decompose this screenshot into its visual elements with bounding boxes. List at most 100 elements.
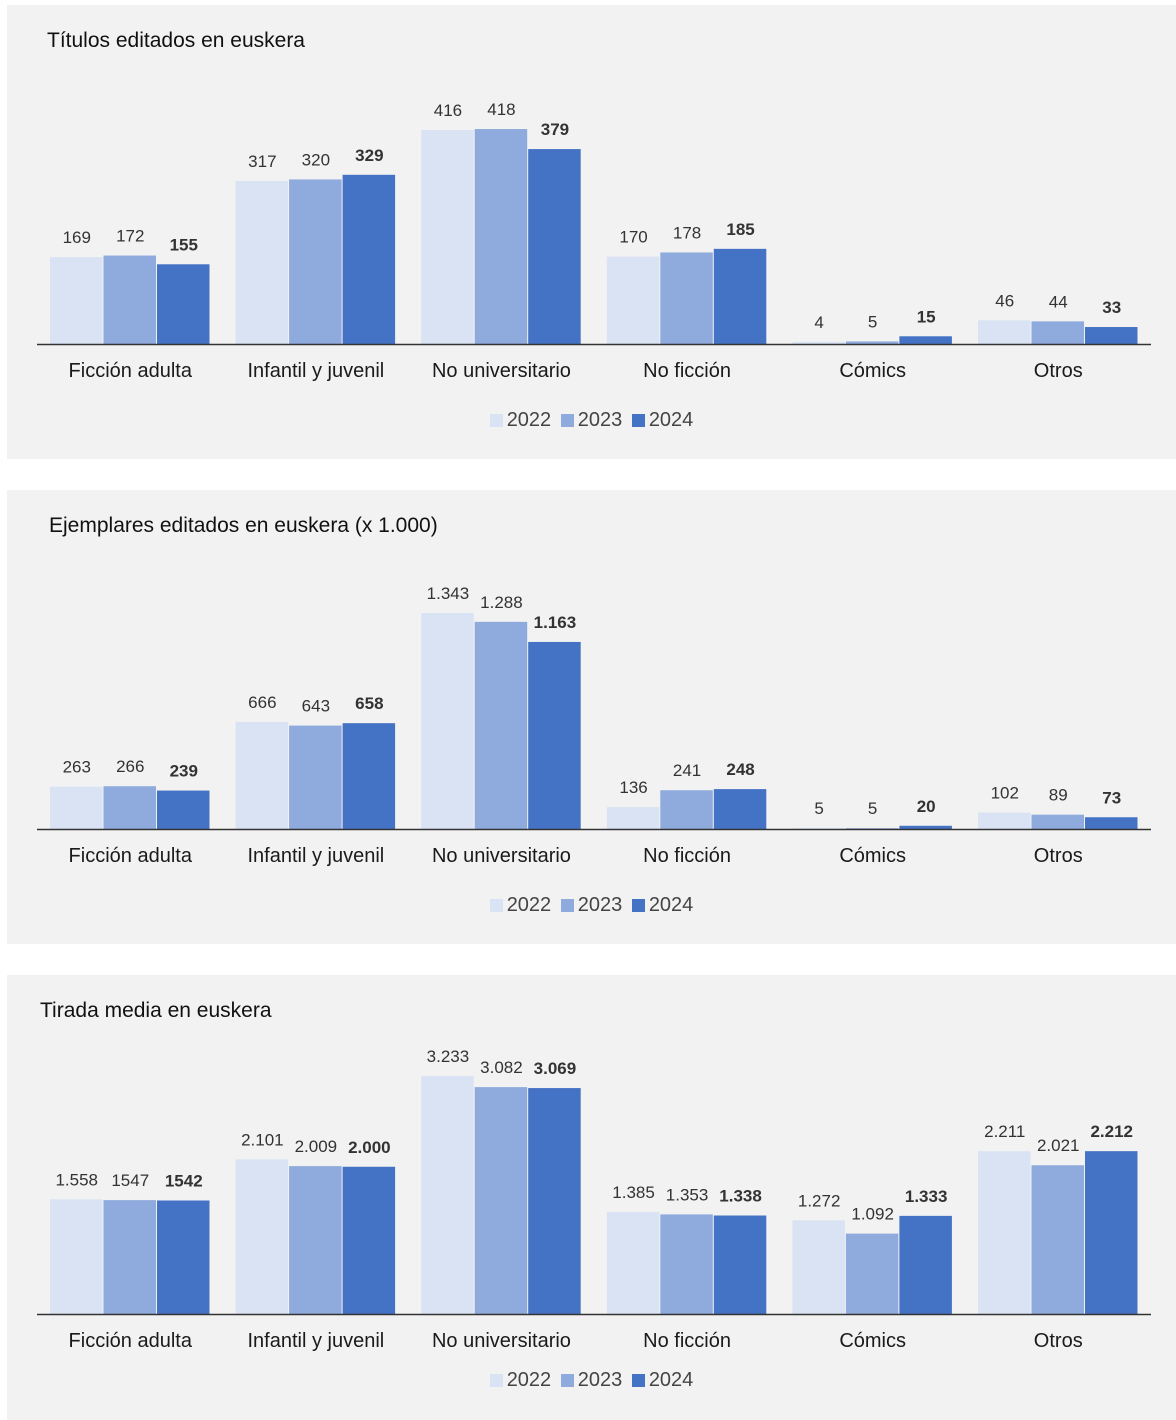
data-label: 5 <box>868 312 877 331</box>
category-label: Otros <box>1034 360 1083 382</box>
chart-title: Títulos editados en euskera <box>47 29 305 52</box>
data-label: 418 <box>487 100 515 119</box>
legend-item-2023: 2023 <box>560 894 623 917</box>
legend-label: 2022 <box>506 894 552 916</box>
bar-2024 <box>342 174 396 344</box>
data-label: 2.101 <box>241 1130 284 1149</box>
category-label: No universitario <box>432 1330 571 1352</box>
category-label: Otros <box>1034 845 1083 867</box>
category-label: Cómics <box>839 360 906 382</box>
bar-2022 <box>606 1212 660 1314</box>
data-label: 329 <box>355 146 383 165</box>
data-label: 239 <box>170 762 198 781</box>
data-label: 1.333 <box>905 1187 948 1206</box>
data-label: 1.092 <box>851 1205 894 1224</box>
data-label: 172 <box>116 227 144 246</box>
bar-2024 <box>342 723 396 829</box>
data-label: 643 <box>302 697 330 716</box>
legend-swatch <box>631 1374 645 1387</box>
bar-2024 <box>157 264 210 344</box>
bar-2024 <box>899 825 952 829</box>
category-label: Infantil y juvenil <box>247 1330 384 1352</box>
bar-2022 <box>50 1199 103 1314</box>
bar-2022 <box>792 341 845 344</box>
bar-2024 <box>157 1200 210 1314</box>
data-label: 1.163 <box>534 613 577 632</box>
legend-item-2023: 2023 <box>560 409 623 432</box>
bar-2023 <box>660 1214 713 1314</box>
legend-label: 2024 <box>648 1369 694 1391</box>
data-label: 3.233 <box>427 1047 470 1066</box>
bar-2022 <box>792 828 845 829</box>
bar-2022 <box>235 1159 289 1314</box>
data-label: 1.343 <box>427 584 470 603</box>
data-label: 1.338 <box>719 1187 762 1206</box>
bar-2024 <box>528 1088 581 1314</box>
data-label: 169 <box>63 228 91 247</box>
category-label: Cómics <box>839 845 906 867</box>
legend-swatch <box>631 414 645 427</box>
chart-panel-tirada-media: Tirada media en euskera 1.558 1547 1542 Fic… <box>7 975 1176 1420</box>
bar-2023 <box>845 828 899 829</box>
bar-2024 <box>713 1215 767 1314</box>
category-label: No ficción <box>643 1330 731 1352</box>
bar-2023 <box>660 252 713 344</box>
bar-2023 <box>1031 1165 1084 1314</box>
legend-label: 2023 <box>577 894 623 916</box>
data-label: 5 <box>868 799 877 818</box>
data-label: 3.082 <box>480 1058 523 1077</box>
category-label: Cómics <box>839 1330 906 1352</box>
data-label: 1.558 <box>55 1170 98 1189</box>
bar-2023 <box>474 129 528 344</box>
bar-2024 <box>1085 1151 1138 1314</box>
bar-2024 <box>899 1215 952 1314</box>
data-label: 1542 <box>165 1171 203 1190</box>
bar-2024 <box>1085 327 1138 344</box>
data-label: 2.212 <box>1090 1122 1133 1141</box>
bar-2024 <box>342 1166 396 1314</box>
data-label: 1.385 <box>612 1183 655 1202</box>
category-label: Otros <box>1034 1330 1083 1352</box>
data-label: 3.069 <box>534 1059 577 1078</box>
data-label: 178 <box>673 223 701 242</box>
bar-2023 <box>660 790 713 829</box>
bar-2024 <box>528 641 581 829</box>
chart-legend: 2022 2023 2024 <box>7 409 1176 432</box>
legend-label: 2023 <box>577 409 623 431</box>
data-label: 170 <box>619 228 647 247</box>
category-label: No universitario <box>432 360 571 382</box>
category-label: Infantil y juvenil <box>247 360 384 382</box>
legend-item-2022: 2022 <box>489 1369 551 1392</box>
bar-2024 <box>713 789 767 829</box>
bar-2023 <box>289 725 342 829</box>
bar-2023 <box>103 1200 156 1314</box>
bar-2023 <box>1031 814 1084 829</box>
data-label: 248 <box>726 760 754 779</box>
bar-2022 <box>235 721 289 829</box>
data-label: 320 <box>302 150 330 169</box>
legend-label: 2023 <box>577 1369 623 1391</box>
bar-2022 <box>50 257 103 344</box>
category-label: Ficción adulta <box>69 845 193 867</box>
legend-item-2022: 2022 <box>489 894 552 917</box>
data-label: 266 <box>116 757 144 776</box>
chart-panel-titulos: Títulos editados en euskera 169 172 155 Fic… <box>7 5 1176 459</box>
chart-title: Ejemplares editados en euskera (x 1.000) <box>49 514 438 537</box>
legend-swatch <box>560 1374 574 1387</box>
category-label: No ficción <box>643 845 731 867</box>
category-label: No universitario <box>432 845 571 867</box>
category-label: Ficción adulta <box>69 360 193 382</box>
bar-2023 <box>103 786 156 829</box>
data-label: 1547 <box>111 1171 149 1190</box>
bar-2023 <box>474 1087 528 1314</box>
data-label: 2.021 <box>1037 1136 1080 1155</box>
data-label: 136 <box>619 778 647 797</box>
bar-2022 <box>235 180 289 344</box>
data-label: 102 <box>991 784 1019 803</box>
chart-legend: 2022 2023 2024 <box>7 1369 1176 1392</box>
legend-swatch <box>489 414 503 427</box>
category-label: No ficción <box>643 360 731 382</box>
data-label: 33 <box>1102 298 1121 317</box>
bar-2022 <box>978 1151 1031 1314</box>
